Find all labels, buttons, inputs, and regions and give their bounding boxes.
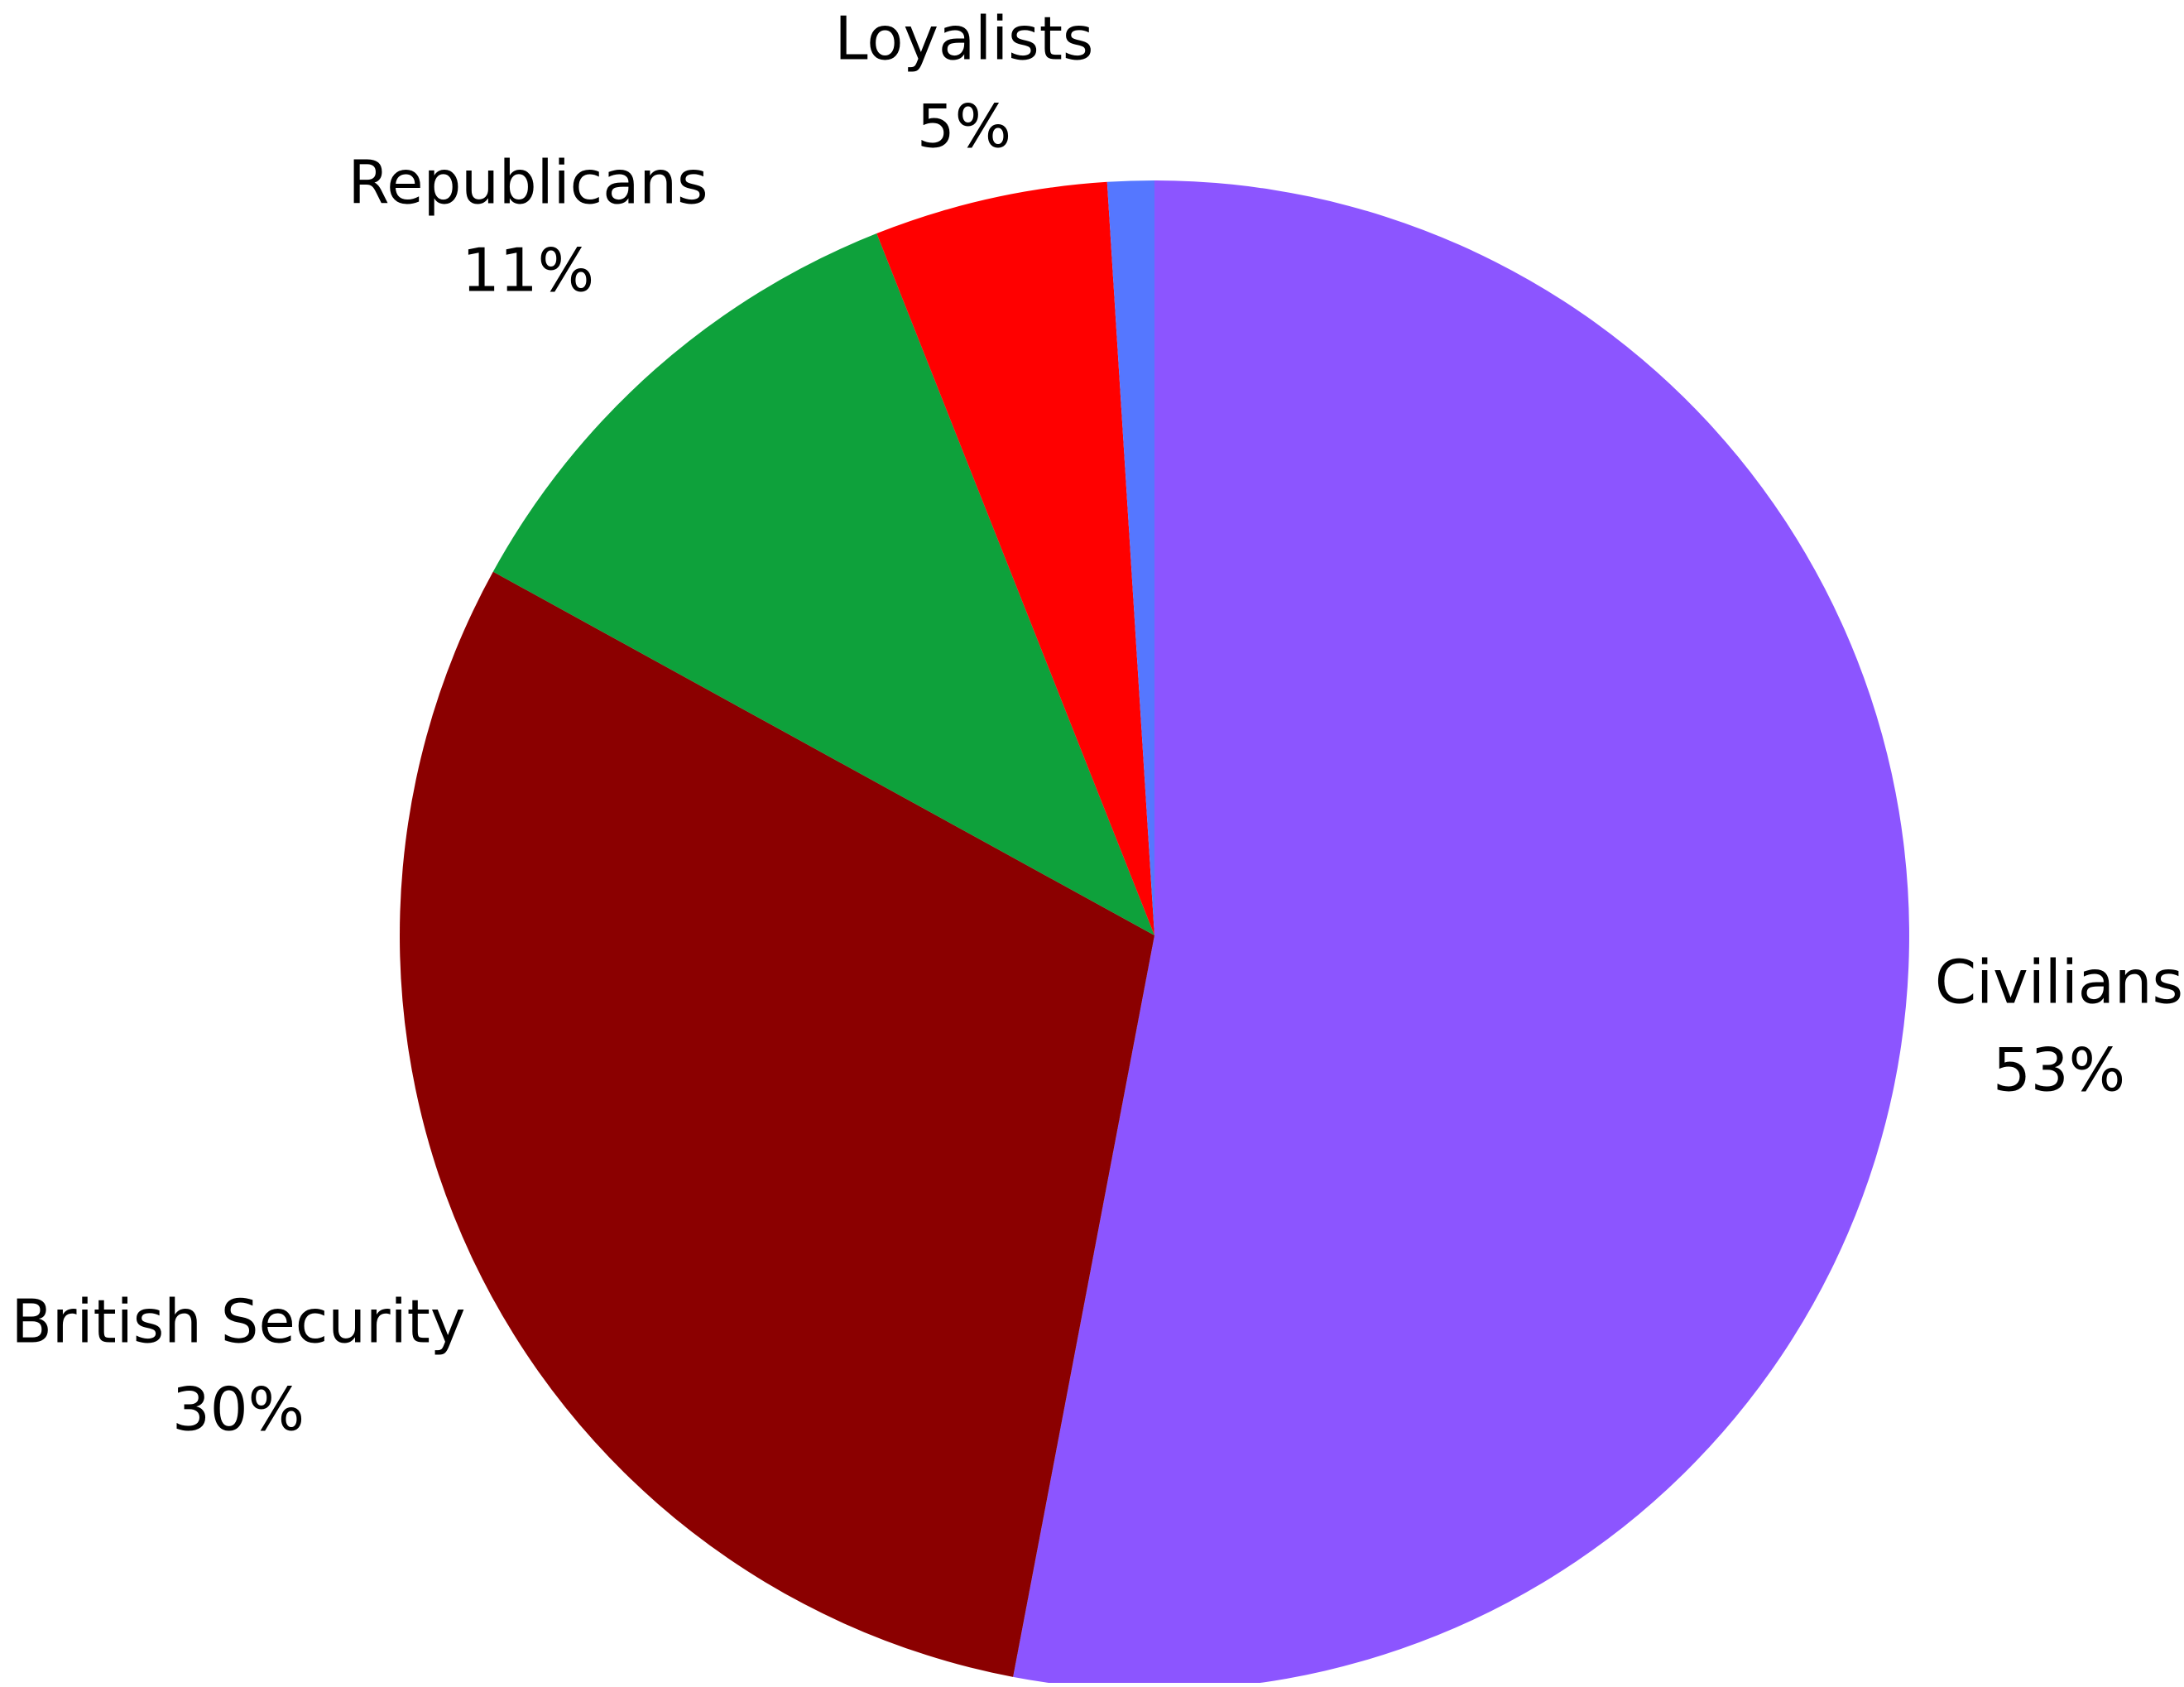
slice-label-loyalists: Loyalists [835,4,1094,74]
slice-value-british-security: 30% [172,1375,305,1444]
pie-labels: Civilians 53% British Security 30% Republica… [12,4,2184,1444]
pie-slice-unlabeled [1106,180,1154,935]
slice-value-civilians: 53% [1993,1036,2125,1105]
pie-slice-civilians [1013,180,1909,1687]
pie-slices [399,180,1909,1687]
slice-label-republicans: Republicans [348,148,708,218]
pie-slice-republicans [492,233,1154,935]
slice-label-civilians: Civilians [1935,948,2183,1017]
slice-value-republicans: 11% [462,236,594,305]
pie-slice-loyalists [876,181,1154,936]
slice-label-british-security: British Security [12,1287,466,1357]
slice-value-loyalists: 5% [917,92,1011,161]
pie-slice-british-security [399,571,1154,1677]
